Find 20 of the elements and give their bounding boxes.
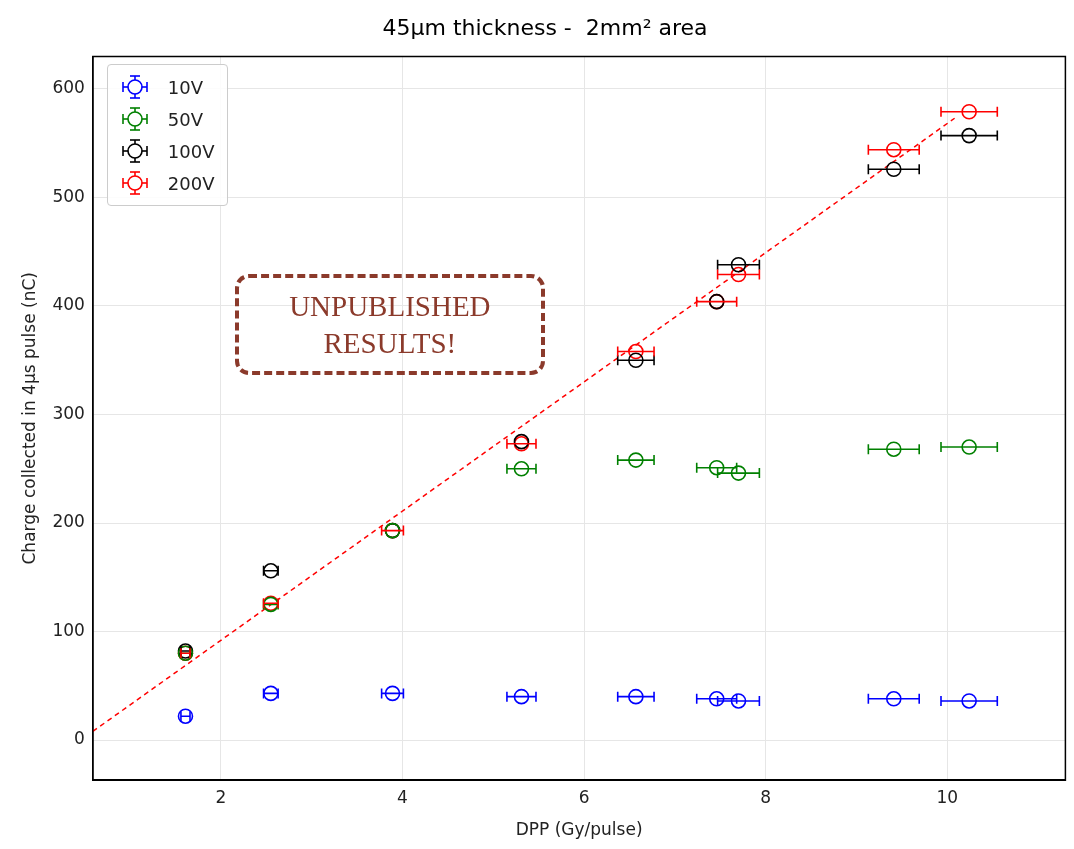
legend-label: 50V	[167, 108, 204, 130]
y-tick-label: 100	[52, 619, 85, 640]
y-tick-label: 500	[52, 185, 85, 206]
y-tick-label: 300	[52, 402, 85, 423]
note-box: UNPUBLISHED RESULTS!	[234, 274, 545, 375]
x-axis-title: DPP (Gy/pulse)	[515, 819, 643, 840]
x-tick-label: 6	[578, 786, 590, 807]
x-tick-label: 2	[215, 786, 227, 807]
y-tick-label: 200	[52, 511, 85, 532]
x-tick-label: 8	[760, 786, 772, 807]
legend-label: 10V	[167, 76, 204, 98]
x-tick-label: 10	[936, 786, 959, 807]
x-tick-label: 4	[397, 786, 408, 807]
y-axis-title: Charge collected in 4μs pulse (nC)	[18, 272, 39, 565]
legend-label: 200V	[167, 172, 215, 194]
y-tick-label: 400	[52, 294, 85, 315]
legend-label: 100V	[167, 140, 215, 162]
chart-title: 45μm thickness - 2mm² area	[382, 14, 708, 40]
y-tick-label: 0	[74, 728, 85, 749]
y-tick-label: 600	[52, 77, 85, 98]
